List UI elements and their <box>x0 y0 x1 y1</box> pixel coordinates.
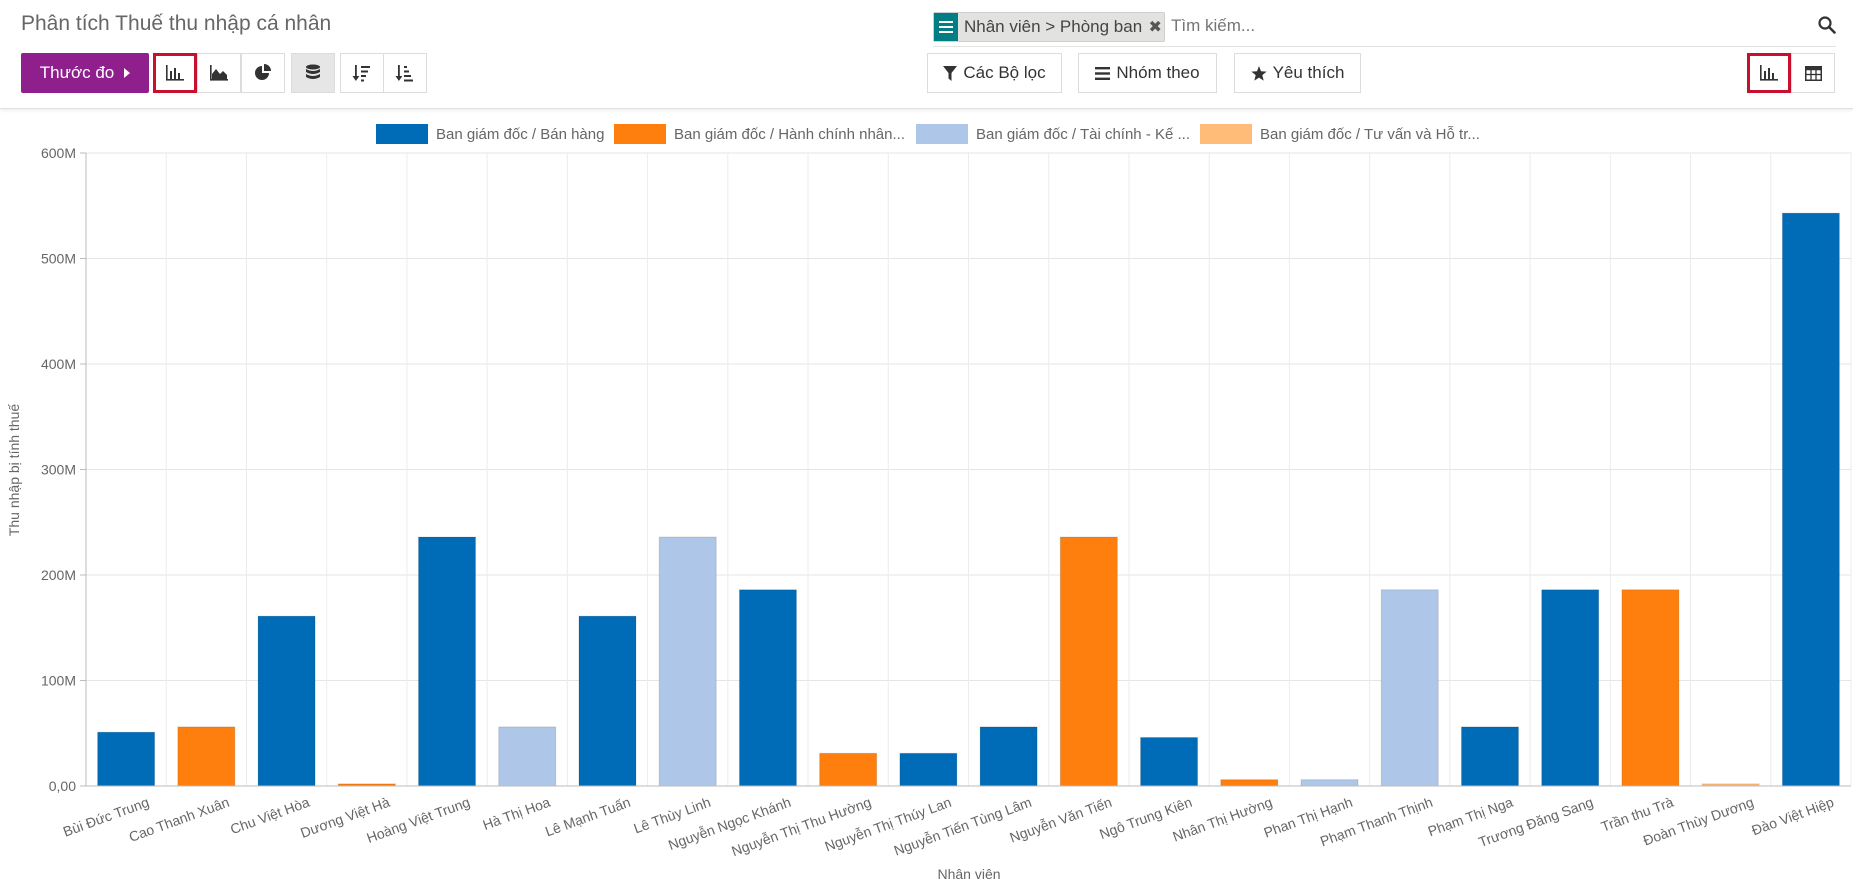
area-chart-icon <box>210 65 228 81</box>
bar-chart-icon <box>1760 65 1778 81</box>
pie-chart-icon <box>255 64 271 80</box>
group-by-icon <box>934 13 958 41</box>
stacked-button[interactable] <box>291 53 335 93</box>
filters-button[interactable]: Các Bộ lọc <box>927 53 1062 93</box>
control-panel: Phân tích Thuế thu nhập cá nhân Nhân viê… <box>0 0 1853 109</box>
pivot-view-button[interactable] <box>1791 53 1835 93</box>
y-tick-label: 100M <box>41 673 76 689</box>
search-facet[interactable]: Nhân viên > Phòng ban ✖ <box>933 12 1166 42</box>
x-tick-label: Nguyễn Tiến Tùng Lâm <box>892 794 1034 859</box>
bar-Phạm Thanh Thịnh[interactable] <box>1380 589 1439 787</box>
caret-right-icon <box>124 68 131 78</box>
search-icon[interactable] <box>1818 16 1836 39</box>
star-icon <box>1250 65 1267 81</box>
y-axis-label: Thu nhập bị tính thuế <box>6 404 22 537</box>
search-facet-label: Nhân viên > Phòng ban <box>964 17 1143 36</box>
legend-label: Ban giám đốc / Tài chính - Kế ... <box>976 126 1190 143</box>
measures-button[interactable]: Thước đo <box>21 53 149 93</box>
bar-Phan Thị Hạnh[interactable] <box>1300 779 1359 787</box>
legend-label: Ban giám đốc / Hành chính nhân... <box>674 126 905 143</box>
y-tick-label: 300M <box>41 462 76 478</box>
sort-ascending-icon <box>395 65 413 82</box>
bar-Lê Mạnh Tuấn[interactable] <box>578 615 637 787</box>
legend-label: Ban giám đốc / Bán hàng <box>436 126 604 143</box>
chart-area: Ban giám đốc / Bán hàng Ban giám đốc / Hà… <box>0 108 1853 883</box>
bar-Trần thu Trà[interactable] <box>1621 589 1680 787</box>
x-tick-label: Hà Thị Hoa <box>480 794 552 833</box>
bar-chart-button[interactable] <box>153 53 197 93</box>
legend-item[interactable]: Ban giám đốc / Bán hàng <box>376 124 604 144</box>
bar-Hoàng Việt Trung[interactable] <box>418 536 477 787</box>
sort-ascending-button[interactable] <box>383 53 427 93</box>
favorites-button[interactable]: Yêu thích <box>1234 53 1361 93</box>
bar-chart-icon <box>166 65 184 81</box>
filters-label: Các Bộ lọc <box>963 63 1046 82</box>
pie-chart-button[interactable] <box>241 53 285 93</box>
page-title: Phân tích Thuế thu nhập cá nhân <box>21 12 332 35</box>
bar-chart: Ban giám đốc / Bán hàng Ban giám đốc / Hà… <box>6 124 1852 882</box>
y-tick-label: 0,00 <box>49 778 76 794</box>
bar-Đào Việt Hiệp[interactable] <box>1781 212 1840 787</box>
bar-Nguyễn Thị Thu Hường[interactable] <box>819 752 878 787</box>
legend: Ban giám đốc / Bán hàng Ban giám đốc / Hà… <box>376 124 1480 144</box>
bar-Bùi Đức Trung[interactable] <box>97 731 156 787</box>
legend-swatch <box>916 124 968 144</box>
legend-swatch <box>1200 124 1252 144</box>
bar-Trương Đăng Sang[interactable] <box>1541 589 1600 787</box>
search-input[interactable] <box>1171 16 1671 36</box>
y-tick-label: 400M <box>41 356 76 372</box>
measures-label: Thước đo <box>39 63 115 82</box>
grid <box>80 152 1852 787</box>
bar-Phạm Thị Nga[interactable] <box>1460 726 1519 787</box>
legend-swatch <box>376 124 428 144</box>
filter-icon <box>943 65 958 81</box>
bar-Cao Thanh Xuân[interactable] <box>177 726 236 787</box>
bar-Nguyễn Ngọc Khánh[interactable] <box>738 589 797 787</box>
bar-Nguyễn Tiến Tùng Lâm[interactable] <box>979 726 1038 787</box>
legend-label: Ban giám đốc / Tư vấn và Hỗ tr... <box>1260 126 1480 143</box>
bar-Hà Thị Hoa[interactable] <box>498 726 557 787</box>
bar-Nguyễn Thị Thúy Lan[interactable] <box>899 752 958 787</box>
sort-descending-button[interactable] <box>340 53 384 93</box>
x-tick-label: Đào Việt Hiệp <box>1749 794 1836 839</box>
graph-view-button[interactable] <box>1747 53 1791 93</box>
legend-item[interactable]: Ban giám đốc / Tài chính - Kế ... <box>916 124 1190 144</box>
axes <box>85 153 1851 787</box>
search-bar: Nhân viên > Phòng ban ✖ <box>933 10 1836 47</box>
bar-Lê Thùy Linh[interactable] <box>658 536 717 787</box>
legend-swatch <box>614 124 666 144</box>
x-tick-label: Nguyễn Thị Thu Hường <box>729 794 873 859</box>
group-by-button[interactable]: Nhóm theo <box>1078 53 1217 93</box>
y-tick-label: 500M <box>41 251 76 267</box>
y-tick-labels: 0,00 100M 200M 300M 400M 500M 600M <box>41 145 76 794</box>
legend-item[interactable]: Ban giám đốc / Tư vấn và Hỗ tr... <box>1200 124 1480 144</box>
database-icon <box>306 64 320 79</box>
bar-Ngô Trung Kiên[interactable] <box>1140 736 1199 787</box>
favorites-label: Yêu thích <box>1272 63 1345 82</box>
x-axis-label: Nhân viên <box>937 866 1000 882</box>
group-by-label: Nhóm theo <box>1116 63 1200 82</box>
legend-item[interactable]: Ban giám đốc / Hành chính nhân... <box>614 124 905 144</box>
close-icon[interactable]: ✖ <box>1148 19 1162 36</box>
sort-descending-icon <box>352 65 370 82</box>
y-tick-label: 200M <box>41 567 76 583</box>
bar-Nguyễn Văn Tiến[interactable] <box>1059 536 1118 787</box>
line-chart-button[interactable] <box>197 53 241 93</box>
bar-Chu Việt Hòa[interactable] <box>257 615 316 787</box>
table-icon <box>1804 65 1822 81</box>
y-tick-label: 600M <box>41 145 76 161</box>
bars <box>97 212 1840 787</box>
bar-Nhân Thị Hường[interactable] <box>1220 779 1279 787</box>
list-icon <box>1095 66 1111 80</box>
x-tick-label: Lê Mạnh Tuấn <box>543 794 633 840</box>
